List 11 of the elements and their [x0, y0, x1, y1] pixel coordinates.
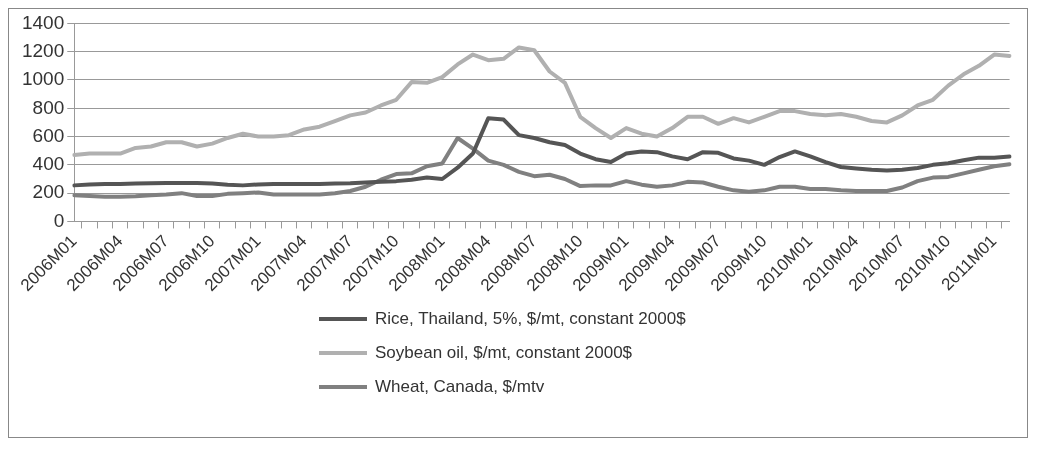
legend-label: Wheat, Canada, $/mtv: [375, 377, 545, 397]
y-tick-label: 400: [32, 153, 65, 175]
y-tick-label: 1400: [21, 11, 65, 33]
y-tick-label: 800: [32, 96, 65, 118]
y-tick-label: 600: [32, 124, 65, 146]
y-tick-label: 0: [53, 209, 65, 231]
y-tick-label: 1200: [21, 39, 65, 61]
y-tick-label: 1000: [21, 68, 65, 90]
legend-label: Soybean oil, $/mt, constant 2000$: [375, 343, 633, 363]
y-tick-label: 200: [32, 181, 65, 203]
legend-label: Rice, Thailand, 5%, $/mt, constant 2000$: [375, 309, 686, 329]
